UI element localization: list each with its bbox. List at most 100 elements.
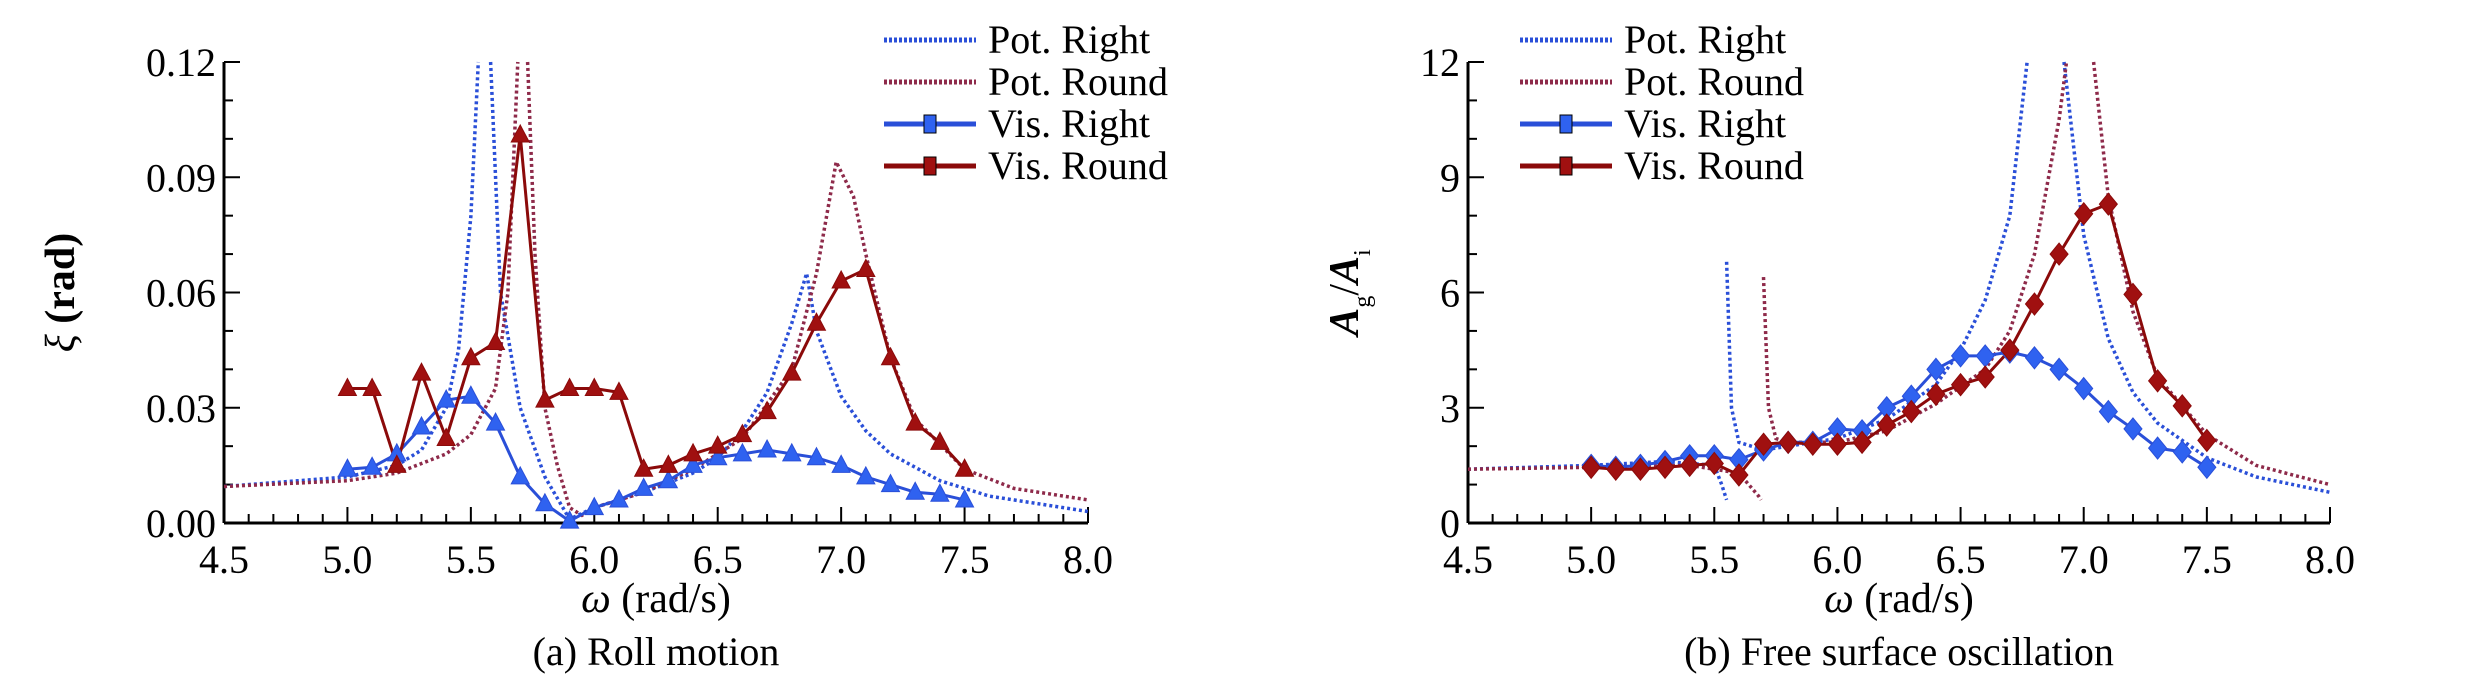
data-point-vis-round (757, 400, 777, 420)
x-tick-label: 6.5 (1936, 537, 1986, 582)
legend-marker-vis-right (1559, 114, 1573, 134)
data-point-vis-round (1975, 365, 1995, 389)
y-tick-label: 3 (1440, 386, 1460, 431)
data-point-vis-right (510, 465, 531, 485)
data-point-vis-right (707, 446, 728, 466)
data-point-vis-round (831, 269, 851, 289)
x-axis-label: ω (rad/s) (1824, 576, 1974, 622)
data-point-vis-round (2147, 369, 2168, 393)
y-axis-subscript-g: g (1350, 296, 1376, 308)
y-tick-label: 0.09 (146, 155, 216, 200)
x-tick-label: 4.5 (199, 537, 249, 582)
x-tick-label: 4.5 (1443, 537, 1493, 582)
data-point-vis-round (1852, 430, 1872, 455)
x-tick-label: 7.5 (2182, 537, 2232, 582)
data-point-vis-right (732, 442, 753, 462)
data-point-vis-round (855, 258, 876, 277)
data-point-vis-round (2172, 394, 2192, 418)
data-point-vis-round (732, 423, 753, 443)
data-point-vis-round (1778, 430, 1798, 455)
data-point-vis-right (1975, 344, 1995, 368)
data-point-vis-round (930, 431, 950, 450)
data-point-vis-round (559, 377, 580, 397)
x-tick-label: 6.5 (693, 537, 743, 582)
data-point-vis-right (337, 458, 358, 477)
y-tick-label: 9 (1440, 155, 1460, 200)
legend-label-pot-round: Pot. Round (1624, 59, 1804, 104)
data-point-vis-round (485, 331, 506, 350)
data-point-vis-right (559, 510, 580, 529)
data-point-vis-round (1680, 453, 1700, 478)
x-axis-symbol: ω (1824, 576, 1854, 622)
y-tick-label: 0.00 (146, 501, 216, 546)
data-point-vis-right (905, 481, 926, 500)
plot-area (1468, 61, 2330, 501)
data-point-vis-right (2197, 455, 2217, 480)
data-point-vis-right (683, 454, 703, 473)
y-tick-label: 12 (1420, 40, 1460, 85)
data-point-vis-round (633, 458, 654, 477)
y-axis-subscript-i: i (1350, 249, 1376, 256)
data-point-vis-right (1950, 344, 1971, 368)
data-point-vis-right (633, 477, 654, 496)
data-point-vis-round (658, 454, 679, 473)
data-point-vis-round (1606, 457, 1626, 482)
data-point-vis-round (806, 312, 827, 331)
chart-caption: (b) Free surface oscillation (1684, 629, 2114, 674)
y-tick-label: 0 (1440, 501, 1460, 546)
data-point-vis-round (1704, 451, 1724, 476)
legend-label-pot-round: Pot. Round (988, 59, 1168, 104)
data-point-vis-round (2000, 338, 2020, 362)
y-tick-label: 0.12 (146, 40, 216, 85)
data-point-vis-right (362, 456, 382, 475)
x-tick-label: 8.0 (1063, 537, 1113, 582)
data-point-vis-round (954, 458, 975, 477)
y-axis-symbol: A (1322, 308, 1368, 339)
data-point-vis-right (436, 388, 457, 408)
data-point-vis-round (461, 346, 481, 366)
data-point-vis-round (1581, 455, 1601, 480)
y-axis-separator: / (1322, 284, 1368, 296)
x-tick-label: 5.0 (1566, 537, 1616, 582)
data-point-vis-right (954, 488, 975, 508)
data-point-vis-right (2147, 436, 2168, 460)
x-tick-label: 5.0 (322, 537, 372, 582)
y-tick-label: 0.06 (146, 271, 216, 316)
data-point-vis-round (2049, 242, 2069, 266)
data-point-vis-round (1655, 455, 1675, 480)
data-point-vis-round (2024, 292, 2045, 316)
data-point-vis-round (905, 412, 926, 431)
data-point-vis-right (855, 465, 876, 485)
data-point-vis-round (386, 454, 407, 473)
data-point-vis-round (1877, 413, 1897, 437)
legend-marker-vis-round (923, 156, 937, 176)
data-point-vis-round (1803, 432, 1823, 457)
x-axis-symbol: ω (581, 576, 611, 622)
y-axis-unit: (rad) (38, 233, 84, 324)
data-point-vis-right (806, 446, 827, 466)
legend-label-pot-right: Pot. Right (1624, 17, 1786, 62)
data-point-vis-round (609, 381, 629, 400)
data-point-vis-right (880, 473, 901, 493)
data-point-vis-right (757, 438, 777, 458)
plot-area (224, 61, 1088, 523)
data-point-vis-round (781, 362, 802, 381)
x-axis-unit: (rad/s) (621, 576, 731, 622)
chart-caption: (a) Roll motion (533, 629, 780, 674)
legend-label-vis-right: Vis. Right (1624, 101, 1786, 146)
data-point-vis-round (1950, 372, 1971, 397)
series-line-pot-right (224, 61, 1088, 522)
series-line-vis-right (347, 394, 965, 523)
y-axis-label: ξ (rad) (38, 233, 84, 352)
data-point-vis-right (2123, 417, 2143, 441)
x-tick-label: 7.0 (816, 537, 866, 582)
data-point-vis-right (2074, 376, 2094, 401)
series-line-vis-round (347, 134, 966, 471)
data-point-vis-right (535, 492, 555, 512)
data-point-vis-round (1827, 432, 1848, 457)
x-tick-label: 7.0 (2059, 537, 2109, 582)
data-point-vis-right (609, 488, 629, 508)
x-tick-label: 8.0 (2305, 537, 2355, 582)
